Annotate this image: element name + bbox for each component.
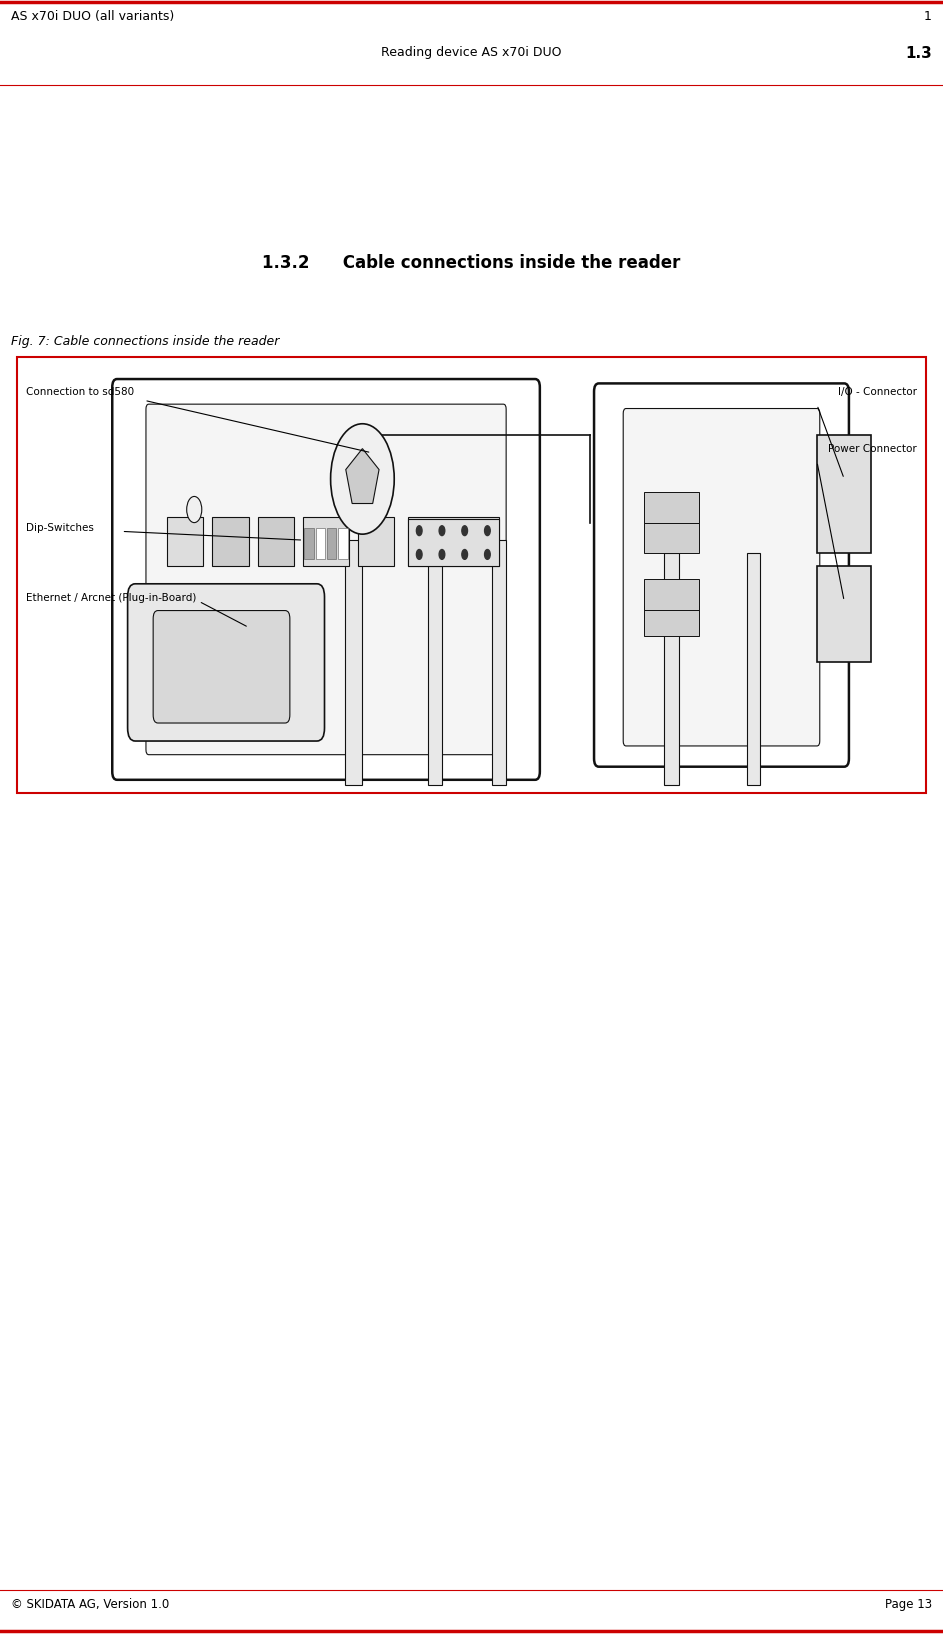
Text: Fig. 7: Cable connections inside the reader: Fig. 7: Cable connections inside the rea…: [11, 335, 280, 348]
Text: Connection to sd580: Connection to sd580: [26, 388, 134, 398]
Bar: [316, 528, 325, 560]
Text: Ethernet / Arcnet (Plug-in-Board): Ethernet / Arcnet (Plug-in-Board): [26, 592, 196, 602]
Circle shape: [331, 424, 394, 533]
Bar: [304, 517, 349, 566]
Bar: [167, 517, 204, 566]
Circle shape: [462, 550, 468, 560]
Circle shape: [417, 525, 422, 535]
Bar: [644, 605, 699, 636]
Bar: [644, 522, 699, 553]
FancyBboxPatch shape: [112, 380, 539, 780]
FancyBboxPatch shape: [146, 404, 506, 754]
Text: Reading device AS x70i DUO: Reading device AS x70i DUO: [381, 46, 562, 59]
Text: Page 13: Page 13: [885, 1598, 932, 1611]
FancyBboxPatch shape: [492, 540, 505, 785]
Bar: [817, 566, 871, 663]
FancyBboxPatch shape: [594, 383, 849, 767]
FancyBboxPatch shape: [428, 540, 442, 785]
Bar: [408, 519, 499, 566]
Bar: [212, 517, 249, 566]
Text: AS x70i DUO (all variants): AS x70i DUO (all variants): [11, 10, 174, 23]
Circle shape: [485, 525, 490, 535]
FancyBboxPatch shape: [623, 409, 819, 746]
Circle shape: [485, 550, 490, 560]
Bar: [644, 579, 699, 610]
Text: I/O - Connector: I/O - Connector: [838, 388, 917, 398]
Circle shape: [417, 550, 422, 560]
Circle shape: [187, 496, 202, 522]
Bar: [358, 517, 394, 566]
Text: Dip-Switches: Dip-Switches: [26, 522, 94, 533]
FancyBboxPatch shape: [127, 584, 324, 741]
Bar: [305, 528, 314, 560]
Bar: [327, 528, 337, 560]
FancyBboxPatch shape: [153, 610, 290, 723]
Bar: [817, 435, 871, 553]
Text: Power Connector: Power Connector: [828, 443, 917, 455]
FancyBboxPatch shape: [747, 553, 760, 785]
Circle shape: [462, 525, 468, 535]
Text: © SKIDATA AG, Version 1.0: © SKIDATA AG, Version 1.0: [11, 1598, 170, 1611]
Text: 1: 1: [924, 10, 932, 23]
FancyBboxPatch shape: [664, 553, 679, 785]
Circle shape: [439, 550, 445, 560]
Text: 1.3: 1.3: [905, 46, 932, 61]
Bar: [408, 517, 499, 566]
Circle shape: [187, 658, 202, 684]
Bar: [257, 517, 294, 566]
Text: 1.3.2  Cable connections inside the reader: 1.3.2 Cable connections inside the reade…: [262, 254, 681, 272]
Bar: [339, 528, 348, 560]
Polygon shape: [346, 448, 379, 504]
FancyBboxPatch shape: [345, 540, 361, 785]
Bar: [17, 357, 926, 793]
Bar: [644, 492, 699, 522]
Circle shape: [439, 525, 445, 535]
